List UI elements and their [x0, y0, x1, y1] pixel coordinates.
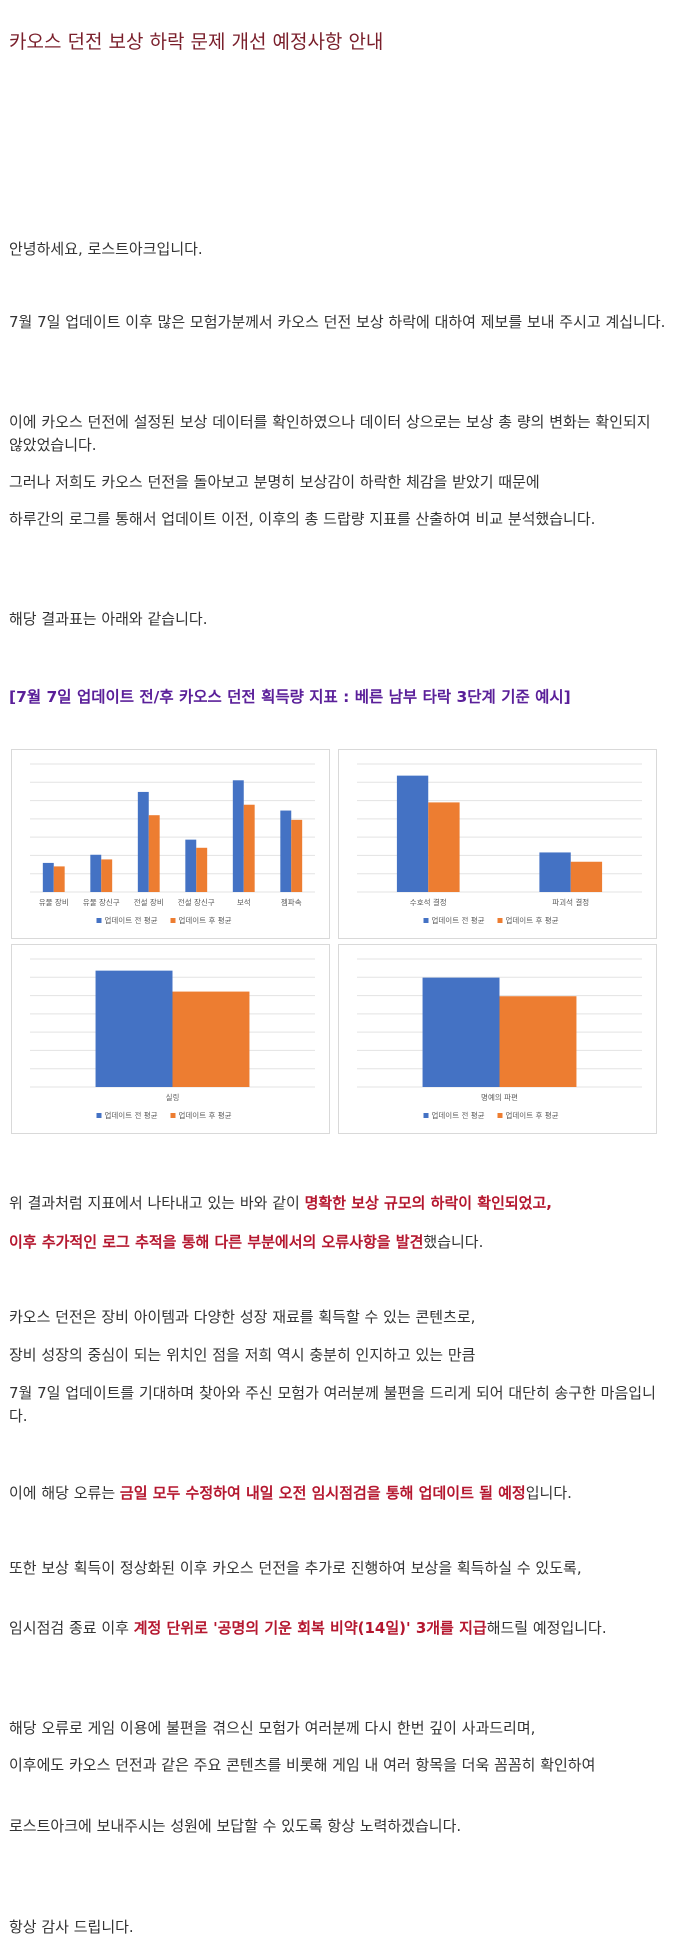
- legend-swatch: [96, 918, 102, 923]
- bar: [95, 970, 173, 1087]
- bar: [232, 780, 244, 892]
- legend-swatch: [170, 1113, 176, 1118]
- legend-swatch: [96, 1113, 102, 1118]
- category-tick-label: 실링: [166, 1092, 180, 1102]
- bar: [185, 839, 197, 892]
- body-text: 7월 7일 업데이트를 기대하며 찾아와 주신 모험가 여러분께 불편을 드리게…: [9, 1384, 656, 1425]
- highlight-text: 명확한 보상 규모의 하락이 확인되었고,: [304, 1194, 552, 1212]
- bar: [90, 854, 102, 892]
- bar: [42, 862, 54, 892]
- category-tick-label: 유물 장신구: [83, 897, 120, 907]
- highlight-text: 이후 추가적인 로그 추적을 통해 다른 부분에서의 오류사항을 발견: [9, 1233, 424, 1251]
- legend-swatch: [423, 1113, 429, 1118]
- bar: [570, 861, 603, 892]
- body-text: 위 결과처럼 지표에서 나타내고 있는 바와 같이 명확한 보상 규모의 하락이…: [9, 1192, 669, 1215]
- legend-label: 업데이트 후 평균: [179, 915, 232, 925]
- category-tick-label: 젬파속: [281, 897, 302, 907]
- body-text-segment: 이에 해당 오류는: [9, 1484, 120, 1502]
- bar: [280, 810, 292, 892]
- legend-swatch: [170, 918, 176, 923]
- bar: [539, 852, 571, 892]
- body-text: 로스트아크에 보내주시는 성원에 보답할 수 있도록 항상 노력하겠습니다.: [9, 1817, 462, 1835]
- legend-label: 업데이트 후 평균: [179, 1110, 232, 1120]
- category-tick-label: 보석: [237, 897, 251, 907]
- body-text: 카오스 던전은 장비 아이템과 다양한 성장 재료를 획득할 수 있는 콘텐츠로…: [9, 1308, 476, 1326]
- body-text: 7월 7일 업데이트 이후 많은 모험가분께서 카오스 던전 보상 하락에 대하…: [9, 313, 666, 331]
- bar: [499, 996, 577, 1087]
- category-tick-label: 전설 장신구: [178, 897, 215, 907]
- highlight-text: 금일 모두 수정하여 내일 오전 임시점검을 통해 업데이트 될 예정: [119, 1484, 526, 1502]
- legend-label: 업데이트 후 평균: [506, 1110, 559, 1120]
- category-tick-label: 파괴석 결정: [552, 897, 589, 907]
- category-tick-label: 전설 장비: [134, 897, 164, 907]
- bar: [422, 977, 500, 1087]
- legend-swatch: [497, 918, 503, 923]
- body-text: 이에 해당 오류는 금일 모두 수정하여 내일 오전 임시점검을 통해 업데이트…: [9, 1482, 669, 1505]
- bar: [53, 866, 65, 892]
- legend-label: 업데이트 전 평균: [105, 1110, 158, 1120]
- body-text-segment: 임시점검 종료 이후: [9, 1619, 134, 1637]
- highlight-text: 계정 단위로 '공명의 기운 회복 비약(14일)' 3개를 지급: [133, 1619, 487, 1637]
- bar: [196, 847, 208, 892]
- body-text-segment: 위 결과처럼 지표에서 나타내고 있는 바와 같이: [9, 1194, 305, 1212]
- body-text: 또한 보상 획득이 정상화된 이후 카오스 던전을 추가로 진행하여 보상을 획…: [9, 1559, 582, 1577]
- category-tick-label: 유물 장비: [39, 897, 69, 907]
- bar: [243, 804, 255, 892]
- body-text: 장비 성장의 중심이 되는 위치인 점을 저희 역시 충분히 인지하고 있는 만…: [9, 1346, 476, 1364]
- body-text-segment: 입니다.: [525, 1484, 572, 1502]
- body-text: 해당 오류로 게임 이용에 불편을 겪으신 모험가 여러분께 다시 한번 깊이 …: [9, 1719, 536, 1737]
- page-title: 카오스 던전 보상 하락 문제 개선 예정사항 안내: [9, 31, 384, 53]
- legend-swatch: [423, 918, 429, 923]
- greeting-text: 안녕하세요, 로스트아크입니다.: [9, 240, 203, 258]
- legend-label: 업데이트 전 평균: [432, 1110, 485, 1120]
- body-text: 이에 카오스 던전에 설정된 보상 데이터를 확인하였으나 데이터 상으로는 보…: [9, 413, 651, 454]
- body-text: 이후 추가적인 로그 추적을 통해 다른 부분에서의 오류사항을 발견했습니다.: [9, 1231, 669, 1254]
- legend-swatch: [497, 1113, 503, 1118]
- bar: [428, 802, 460, 892]
- legend-label: 업데이트 후 평균: [506, 915, 559, 925]
- body-text-segment: 했습니다.: [423, 1233, 484, 1251]
- body-text-segment: 해드릴 예정입니다.: [486, 1619, 607, 1637]
- body-text: 이후에도 카오스 던전과 같은 주요 콘텐츠를 비롯해 게임 내 여러 항목을 …: [9, 1756, 596, 1774]
- bar: [101, 859, 113, 892]
- category-tick-label: 명예의 파편: [481, 1092, 518, 1102]
- closing-text: 항상 감사 드립니다.: [9, 1918, 134, 1936]
- bar: [137, 791, 149, 892]
- body-text: 임시점검 종료 이후 계정 단위로 '공명의 기운 회복 비약(14일)' 3개…: [9, 1617, 669, 1640]
- body-text: 그러나 저희도 카오스 던전을 돌아보고 분명히 보상감이 하락한 체감을 받았…: [9, 473, 540, 491]
- body-text: 하루간의 로그를 통해서 업데이트 이전, 이후의 총 드랍량 지표를 산출하여…: [9, 510, 596, 528]
- legend-label: 업데이트 전 평균: [105, 915, 158, 925]
- bar: [291, 819, 303, 892]
- category-tick-label: 수호석 결정: [410, 897, 447, 907]
- bar: [396, 775, 429, 892]
- bar: [172, 991, 250, 1087]
- bar: [148, 815, 160, 892]
- chart-section-heading: [7월 7일 업데이트 전/후 카오스 던전 획득량 지표 : 베른 남부 타락…: [9, 688, 571, 706]
- legend-label: 업데이트 전 평균: [432, 915, 485, 925]
- body-text: 해당 결과표는 아래와 같습니다.: [9, 610, 208, 628]
